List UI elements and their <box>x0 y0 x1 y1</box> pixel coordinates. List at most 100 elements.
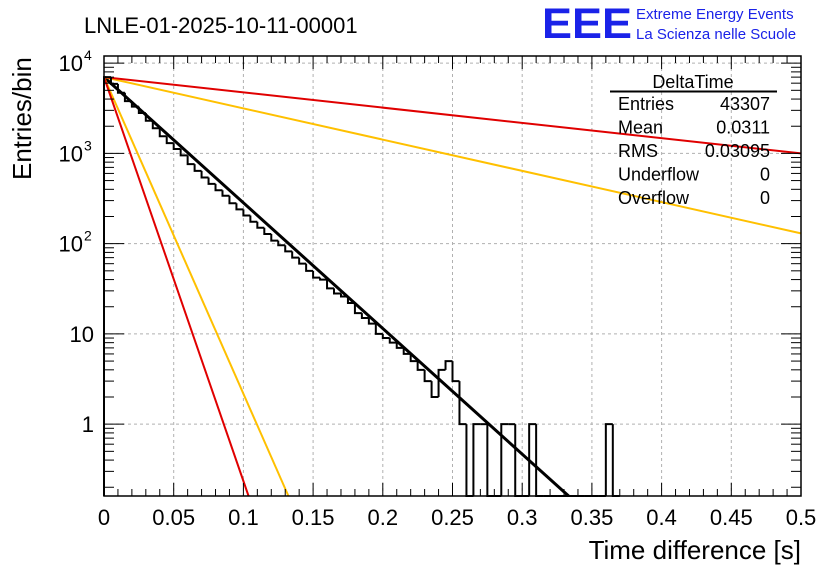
histogram-bin <box>472 423 481 496</box>
histogram-bin <box>416 361 425 371</box>
tick-labels: 0 0.05 0.1 0.15 0.2 0.25 0.3 0.35 0.4 0.45 0.5 1 10 1… <box>59 47 817 530</box>
histogram-bin <box>339 293 348 298</box>
histogram-bin <box>486 424 495 497</box>
y-tick-label: 10 <box>59 51 83 76</box>
stats-value: 0 <box>760 165 770 185</box>
histogram-bin <box>451 361 460 383</box>
x-tick-label: 0.1 <box>228 505 259 530</box>
histogram-bin <box>151 120 160 130</box>
histogram-bin <box>256 221 265 229</box>
histogram-bin <box>360 313 369 320</box>
histogram-bin <box>388 338 397 344</box>
histogram-bin <box>130 101 139 108</box>
stats-label: Mean <box>618 118 663 138</box>
histogram-bin <box>123 92 132 103</box>
x-axis-label: Time difference [s] <box>589 535 801 565</box>
stats-value: 0.0311 <box>716 118 770 138</box>
stats-rows: Entries 43307 Mean 0.0311 RMS 0.03095Underflo… <box>618 94 770 208</box>
x-tick-label: 0.2 <box>368 505 399 530</box>
histogram-bin <box>423 369 432 383</box>
histogram-bin <box>465 424 474 497</box>
histogram-bin <box>270 233 279 242</box>
histogram-bin <box>116 83 125 94</box>
histogram-bin <box>277 240 286 247</box>
histogram-bin <box>500 423 509 496</box>
stats-label: Entries <box>618 94 674 114</box>
histogram-bin <box>353 303 362 315</box>
logo-eee: EEE <box>542 0 632 48</box>
histogram-bin <box>535 424 544 497</box>
y-tick-label: 1 <box>82 412 94 437</box>
x-tick-label: 0.3 <box>507 505 538 530</box>
logo-line-1: Extreme Energy Events <box>636 6 794 23</box>
x-tick-label: 0.05 <box>152 505 195 530</box>
histogram-bin <box>528 423 537 496</box>
histogram-bin <box>137 106 146 115</box>
x-tick-label: 0.15 <box>292 505 335 530</box>
stats-label: RMS <box>618 141 658 161</box>
curve-red-steep <box>103 76 250 497</box>
fit-curves <box>102 76 802 498</box>
curve-red-shallow <box>103 76 802 155</box>
histogram-bin <box>235 203 244 211</box>
y-tick-label: 10 <box>70 322 94 347</box>
y-tick-label: 10 <box>59 232 83 257</box>
histogram-bin <box>611 424 620 497</box>
stats-value: 43307 <box>720 94 770 114</box>
histogram-bin <box>144 113 153 122</box>
y-tick-label: 10 <box>59 141 83 166</box>
histogram-bin <box>214 183 223 192</box>
histogram-bin <box>158 128 167 138</box>
histogram-bin <box>430 381 439 398</box>
curve-yellow-steep <box>103 76 290 497</box>
y-tick-label-exponent: 2 <box>84 228 92 244</box>
stats-value: 0.03095 <box>705 141 770 161</box>
grid <box>104 56 801 496</box>
x-tick-label: 0.35 <box>570 505 613 530</box>
histogram-bin <box>242 209 251 217</box>
histogram-bin <box>326 279 335 290</box>
stats-title: DeltaTime <box>652 72 733 92</box>
histogram-bin <box>458 381 467 426</box>
stats-label: Underflow <box>618 165 700 185</box>
histogram-bin <box>249 215 258 223</box>
y-tick-label-exponent: 4 <box>84 47 92 63</box>
histogram-bin <box>207 177 216 185</box>
histogram-bin <box>402 347 411 355</box>
histogram-bin <box>409 353 418 363</box>
histogram <box>103 76 620 497</box>
x-tick-label: 0.4 <box>646 505 677 530</box>
histogram-bin <box>221 190 230 197</box>
histogram-bin <box>437 368 446 397</box>
histogram-bin <box>284 245 293 253</box>
stats-label: Overflow <box>618 188 690 208</box>
y-tick-label-exponent: 3 <box>84 137 92 153</box>
histogram-bin <box>200 170 209 179</box>
histogram-bin <box>291 251 300 259</box>
x-tick-label: 0 <box>98 505 110 530</box>
curve-yellow-shallow <box>103 76 802 235</box>
y-axis-label: Entries/bin <box>7 57 37 180</box>
histogram-bin <box>109 77 118 85</box>
histogram-bin <box>263 227 272 235</box>
histogram-bin <box>333 288 341 295</box>
histogram-bin <box>228 195 237 205</box>
histogram-bin <box>193 164 202 172</box>
histogram-bin <box>514 424 523 497</box>
x-tick-label: 0.5 <box>786 505 817 530</box>
histogram-bin <box>165 136 174 145</box>
stats-box: DeltaTime Entries 43307 Mean 0.0311 RMS 0.030… <box>610 72 777 208</box>
histogram-bin <box>319 277 328 281</box>
logo-line-2: La Scienza nelle Scuole <box>636 26 796 43</box>
x-tick-label: 0.45 <box>710 505 753 530</box>
x-tick-label: 0.25 <box>431 505 474 530</box>
histogram-bin <box>444 360 453 370</box>
histogram-bin <box>395 342 404 349</box>
histogram-bin <box>298 257 307 265</box>
histogram-bin <box>604 423 613 496</box>
histogram-bin <box>374 323 383 335</box>
stats-value: 0 <box>760 188 770 208</box>
histogram-bin <box>179 148 188 157</box>
histogram-bin <box>346 296 355 305</box>
